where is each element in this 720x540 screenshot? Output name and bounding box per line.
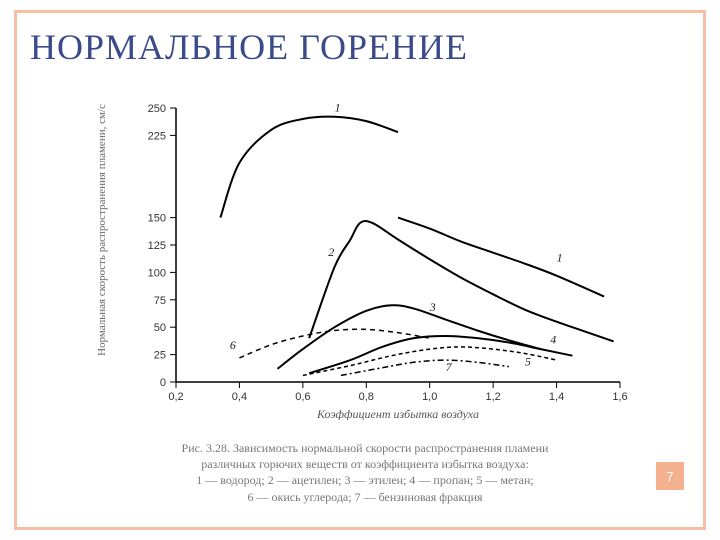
svg-text:1,2: 1,2 xyxy=(485,391,500,403)
svg-text:Коэффициент избытка воздуха: Коэффициент избытка воздуха xyxy=(316,407,479,420)
page-title: НОРМАЛЬНОЕ ГОРЕНИЕ xyxy=(30,26,690,68)
svg-text:6: 6 xyxy=(230,338,236,352)
svg-text:1,0: 1,0 xyxy=(422,391,437,403)
chart-svg: 0,20,40,60,81,01,21,41,60255075100125150… xyxy=(130,100,630,420)
figure-caption: Рис. 3.28. Зависимость нормальной скорос… xyxy=(110,440,620,505)
svg-text:1: 1 xyxy=(335,100,341,114)
svg-text:4: 4 xyxy=(550,333,556,347)
svg-text:0,8: 0,8 xyxy=(359,391,374,403)
page-number-badge: 7 xyxy=(656,462,684,490)
svg-text:0,4: 0,4 xyxy=(232,391,247,403)
svg-text:5: 5 xyxy=(525,355,531,369)
svg-text:150: 150 xyxy=(148,213,166,225)
caption-line3: 1 — водород; 2 — ацетилен; 3 — этилен; 4… xyxy=(196,473,533,487)
y-axis-label: Нормальная скорость распространения плам… xyxy=(96,80,108,380)
svg-text:50: 50 xyxy=(154,322,166,334)
caption-line2: различных горючих веществ от коэффициент… xyxy=(201,457,529,471)
svg-text:125: 125 xyxy=(148,240,166,252)
caption-line1: Рис. 3.28. Зависимость нормальной скорос… xyxy=(182,441,549,455)
svg-text:3: 3 xyxy=(429,300,436,314)
svg-text:2: 2 xyxy=(328,245,334,259)
svg-text:1,6: 1,6 xyxy=(612,391,627,403)
svg-text:25: 25 xyxy=(154,350,166,362)
svg-text:100: 100 xyxy=(148,267,166,279)
svg-text:1,4: 1,4 xyxy=(549,391,564,403)
svg-text:225: 225 xyxy=(148,130,166,142)
caption-line4: 6 — окись углерода; 7 — бензиновая фракц… xyxy=(247,490,482,504)
chart-area: 0,20,40,60,81,01,21,41,60255075100125150… xyxy=(130,100,630,420)
svg-text:0,6: 0,6 xyxy=(295,391,310,403)
svg-text:75: 75 xyxy=(154,295,166,307)
page-number: 7 xyxy=(666,469,673,484)
svg-text:1: 1 xyxy=(557,250,563,264)
svg-text:0,2: 0,2 xyxy=(168,391,183,403)
svg-text:250: 250 xyxy=(148,103,166,115)
svg-text:0: 0 xyxy=(160,377,166,389)
svg-text:7: 7 xyxy=(446,360,453,374)
